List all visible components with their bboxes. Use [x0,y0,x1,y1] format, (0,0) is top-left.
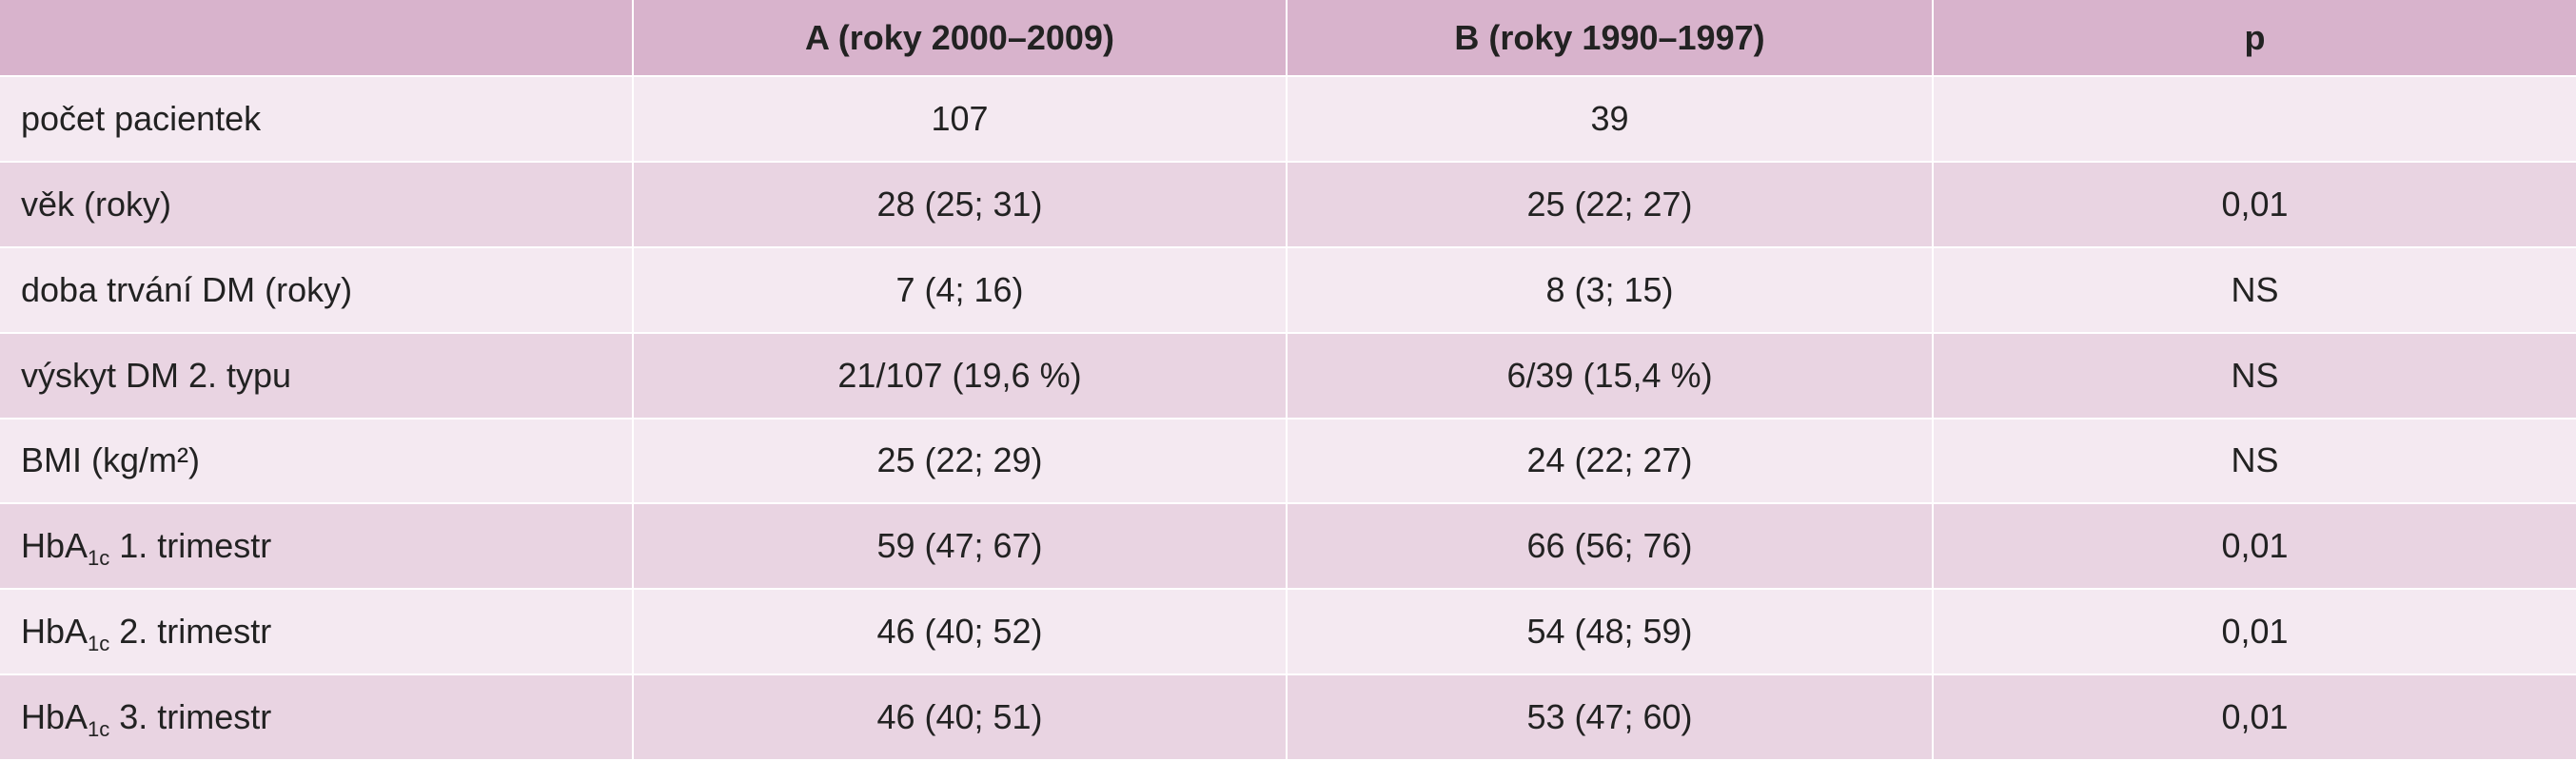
row-label-rest: 3. trimestr [109,697,272,737]
header-group-b: B (roky 1990–1997) [1287,0,1934,77]
table-row: doba trvání DM (roky) 7 (4; 16) 8 (3; 15… [0,246,2576,334]
cell-p-value [1933,76,2576,163]
cell-p-value: 0,01 [1933,161,2576,248]
cell-group-a: 46 (40; 51) [633,674,1288,761]
row-label-subscript: 1c [88,546,110,571]
row-label-rest: 1. trimestr [109,526,272,566]
table-header-row: A (roky 2000–2009) B (roky 1990–1997) p [0,0,2576,77]
row-label: HbA1c 3. trimestr [0,674,634,761]
row-label-main: HbA [21,612,88,652]
header-p-value: p [1933,0,2576,77]
row-label-subscript: 1c [88,717,110,742]
row-label-rest: 2. trimestr [109,612,272,652]
row-label: výskyt DM 2. typu [0,332,634,420]
table-row: počet pacientek 107 39 [0,76,2576,163]
table-row: HbA1c 2. trimestr 46 (40; 52) 54 (48; 59… [0,589,2576,676]
row-label-main: HbA [21,526,88,566]
cell-group-a: 21/107 (19,6 %) [633,332,1288,420]
table-row: HbA1c 3. trimestr 46 (40; 51) 53 (47; 60… [0,674,2576,761]
cell-group-b: 24 (22; 27) [1287,418,1934,505]
row-label-main: HbA [21,697,88,737]
row-label: HbA1c 2. trimestr [0,589,634,676]
cell-p-value: 0,01 [1933,503,2576,591]
row-label: počet pacientek [0,76,634,163]
cell-p-value: NS [1933,246,2576,334]
cell-p-value: NS [1933,332,2576,420]
row-label: věk (roky) [0,161,634,248]
table-row: BMI (kg/m²) 25 (22; 29) 24 (22; 27) NS [0,418,2576,505]
cell-p-value: 0,01 [1933,674,2576,761]
cell-group-b: 25 (22; 27) [1287,161,1934,248]
row-label: doba trvání DM (roky) [0,246,634,334]
table-row: výskyt DM 2. typu 21/107 (19,6 %) 6/39 (… [0,332,2576,420]
cell-group-b: 8 (3; 15) [1287,246,1934,334]
cell-group-a: 107 [633,76,1288,163]
cell-group-b: 54 (48; 59) [1287,589,1934,676]
row-label-subscript: 1c [88,632,110,656]
header-empty-cell [0,0,634,77]
cell-group-b: 6/39 (15,4 %) [1287,332,1934,420]
row-label: HbA1c 1. trimestr [0,503,634,591]
cell-group-b: 66 (56; 76) [1287,503,1934,591]
header-group-a: A (roky 2000–2009) [633,0,1288,77]
cell-group-a: 28 (25; 31) [633,161,1288,248]
table-row: věk (roky) 28 (25; 31) 25 (22; 27) 0,01 [0,161,2576,248]
cell-p-value: 0,01 [1933,589,2576,676]
cell-group-a: 46 (40; 52) [633,589,1288,676]
row-label: BMI (kg/m²) [0,418,634,505]
cell-p-value: NS [1933,418,2576,505]
cell-group-a: 7 (4; 16) [633,246,1288,334]
cell-group-a: 59 (47; 67) [633,503,1288,591]
cell-group-b: 39 [1287,76,1934,163]
cell-group-a: 25 (22; 29) [633,418,1288,505]
cell-group-b: 53 (47; 60) [1287,674,1934,761]
table-row: HbA1c 1. trimestr 59 (47; 67) 66 (56; 76… [0,503,2576,591]
